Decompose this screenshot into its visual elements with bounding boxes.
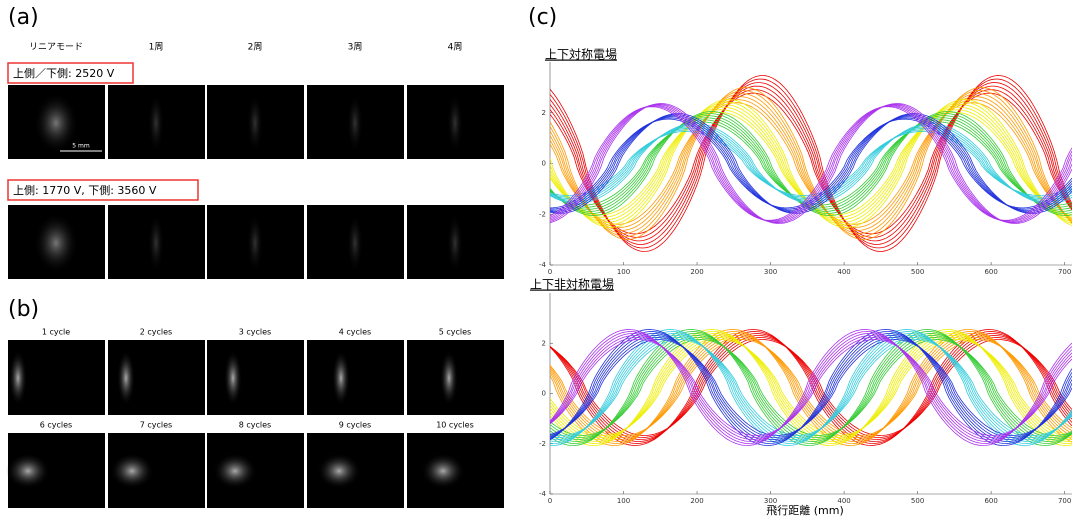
x-tick-label: 400 <box>837 268 850 276</box>
column-header: 2周 <box>248 42 263 53</box>
beam <box>347 93 363 153</box>
y-tick-label: 0 <box>542 390 546 398</box>
x-tick-label: 300 <box>764 268 777 276</box>
beam <box>9 350 27 406</box>
trajectories <box>550 76 1072 252</box>
image <box>307 340 404 415</box>
x-tick-label: 0 <box>548 268 552 276</box>
cycle-label: 9 cycles <box>339 421 371 430</box>
plot-title: 上下非対称電場 <box>530 278 614 292</box>
column-header: リニアモード <box>29 43 83 53</box>
beam <box>213 453 257 489</box>
beam <box>110 453 154 489</box>
plot-title: 上下対称電場 <box>545 48 617 62</box>
panel-label: (b) <box>8 297 39 322</box>
column-header: 1周 <box>149 42 164 53</box>
y-tick-label: 2 <box>542 109 546 117</box>
cycle-label: 2 cycles <box>140 328 172 337</box>
beam <box>440 350 458 406</box>
x-tick-label: 400 <box>837 497 850 505</box>
panel-label: (a) <box>8 5 39 30</box>
beam <box>447 93 463 153</box>
y-tick-label: 0 <box>542 160 546 168</box>
beam <box>247 93 263 153</box>
beam <box>6 453 50 489</box>
beam <box>421 453 465 489</box>
beam <box>148 93 164 153</box>
x-tick-label: 200 <box>690 497 703 505</box>
beam <box>148 213 164 273</box>
x-tick-label: 600 <box>984 497 997 505</box>
beam <box>332 350 350 406</box>
cycle-label: 7 cycles <box>140 421 172 430</box>
y-tick-label: -2 <box>539 440 546 448</box>
scale-label: 5 mm <box>72 143 90 150</box>
condition: 上側: 1770 V, 下側: 3560 V <box>13 184 157 197</box>
figure: (a) (b) (c) 上側／下側: 2520 V 上側: 1770 V, 下側… <box>0 0 1074 518</box>
cycle-label: 6 cycles <box>40 421 72 430</box>
y-tick-label: -4 <box>539 261 547 269</box>
y-tick-label: -4 <box>539 490 547 498</box>
trajectories <box>550 330 1072 446</box>
cycle-label: 3 cycles <box>239 328 271 337</box>
cycle-label: 5 cycles <box>439 328 471 337</box>
x-axis-label: 飛行距離 (mm) <box>766 503 844 517</box>
cycle-label: 1 cycle <box>42 328 70 337</box>
beam <box>34 213 78 273</box>
x-tick-label: 100 <box>617 268 630 276</box>
column-header: 3周 <box>348 42 363 53</box>
y-tick-label: -2 <box>539 210 546 218</box>
x-tick-label: 600 <box>984 268 997 276</box>
x-tick-label: 500 <box>911 497 924 505</box>
condition: 上側／下側: 2520 V <box>13 67 115 80</box>
beam <box>224 350 242 406</box>
image <box>207 340 304 415</box>
beam <box>347 213 363 273</box>
cycle-label: 8 cycles <box>239 421 271 430</box>
beam <box>117 350 135 406</box>
x-tick-label: 200 <box>690 268 703 276</box>
x-tick-label: 300 <box>764 497 777 505</box>
y-tick-label: 2 <box>542 339 546 347</box>
beam <box>317 453 361 489</box>
cycle-label: 10 cycles <box>436 421 474 430</box>
x-tick-label: 700 <box>1058 497 1071 505</box>
column-header: 4周 <box>448 42 463 53</box>
x-tick-label: 0 <box>548 497 552 505</box>
x-tick-label: 700 <box>1058 268 1071 276</box>
x-tick-label: 500 <box>911 268 924 276</box>
x-tick-label: 100 <box>617 497 630 505</box>
panel-label: (c) <box>528 5 557 30</box>
cycle-label: 4 cycles <box>339 328 371 337</box>
beam <box>447 213 463 273</box>
beam <box>247 213 263 273</box>
